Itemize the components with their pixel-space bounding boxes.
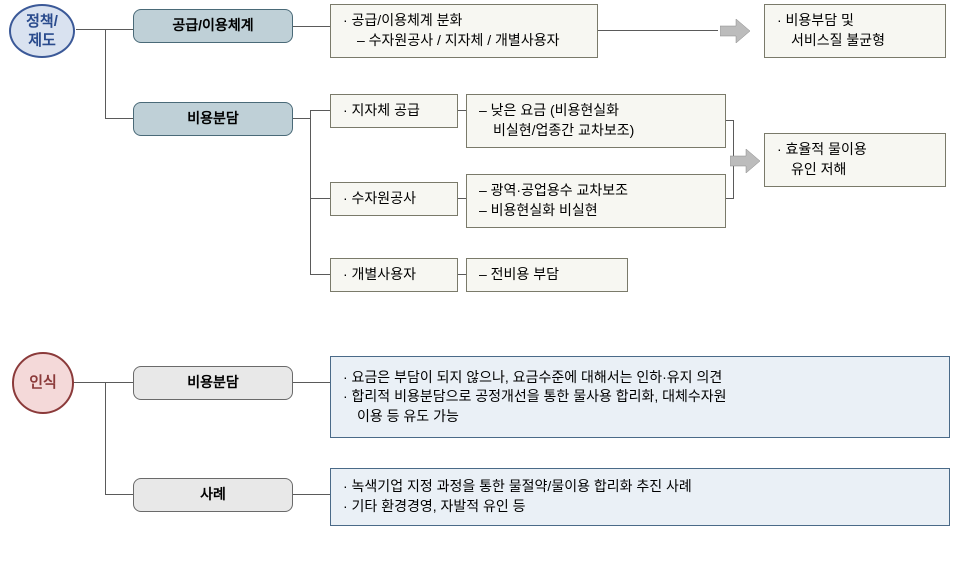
- box-supply-detail: · 공급/이용체계 분화 – 수자원공사 / 지자체 / 개별사용자: [330, 4, 598, 58]
- category-policy-circle: 정책/ 제도: [9, 4, 75, 58]
- connector-line: [310, 110, 311, 275]
- box-efficiency: · 효율적 물이용 유인 저해: [764, 133, 946, 187]
- category-policy-label: 정책/ 제도: [26, 12, 58, 51]
- box-kwater: · 수자원공사: [330, 182, 458, 216]
- connector-line: [105, 382, 106, 495]
- connector-line: [310, 274, 330, 275]
- connector-line: [105, 494, 133, 495]
- connector-line: [458, 110, 466, 111]
- connector-line: [458, 198, 466, 199]
- box-local-gov: · 지자체 공급: [330, 94, 458, 128]
- pill-cost-sharing: 비용분담: [133, 102, 293, 136]
- box-cost2-detail: · 요금은 부담이 되지 않으나, 요금수준에 대해서는 인하·유지 의견 · …: [330, 356, 950, 438]
- box-supply-result: · 비용부담 및 서비스질 불균형: [764, 4, 946, 58]
- box-individual: · 개별사용자: [330, 258, 458, 292]
- box-local-gov-detail: – 낮은 요금 (비용현실화 비실현/업종간 교차보조): [466, 94, 726, 148]
- box-case-detail: · 녹색기업 지정 과정을 통한 물절약/물이용 합리화 추진 사례 · 기타 …: [330, 468, 950, 526]
- category-perception-circle: 인식: [12, 352, 74, 414]
- box-kwater-detail: – 광역·공업용수 교차보조 – 비용현실화 비실현: [466, 174, 726, 228]
- connector-line: [105, 29, 106, 119]
- pill-cost-sharing-2: 비용분담: [133, 366, 293, 400]
- pill-case: 사례: [133, 478, 293, 512]
- category-perception-label: 인식: [29, 373, 57, 393]
- connector-line: [293, 382, 330, 383]
- box-individual-detail: – 전비용 부담: [466, 258, 628, 292]
- arrow-icon: [720, 19, 750, 43]
- connector-line: [293, 118, 311, 119]
- connector-line: [293, 494, 330, 495]
- connector-line: [74, 382, 133, 383]
- connector-line: [105, 118, 133, 119]
- connector-line: [458, 274, 466, 275]
- arrow-icon: [730, 149, 760, 173]
- connector-line: [310, 110, 330, 111]
- connector-line: [598, 30, 718, 31]
- connector-line: [310, 198, 330, 199]
- connector-line: [293, 26, 330, 27]
- pill-supply-system: 공급/이용체계: [133, 9, 293, 43]
